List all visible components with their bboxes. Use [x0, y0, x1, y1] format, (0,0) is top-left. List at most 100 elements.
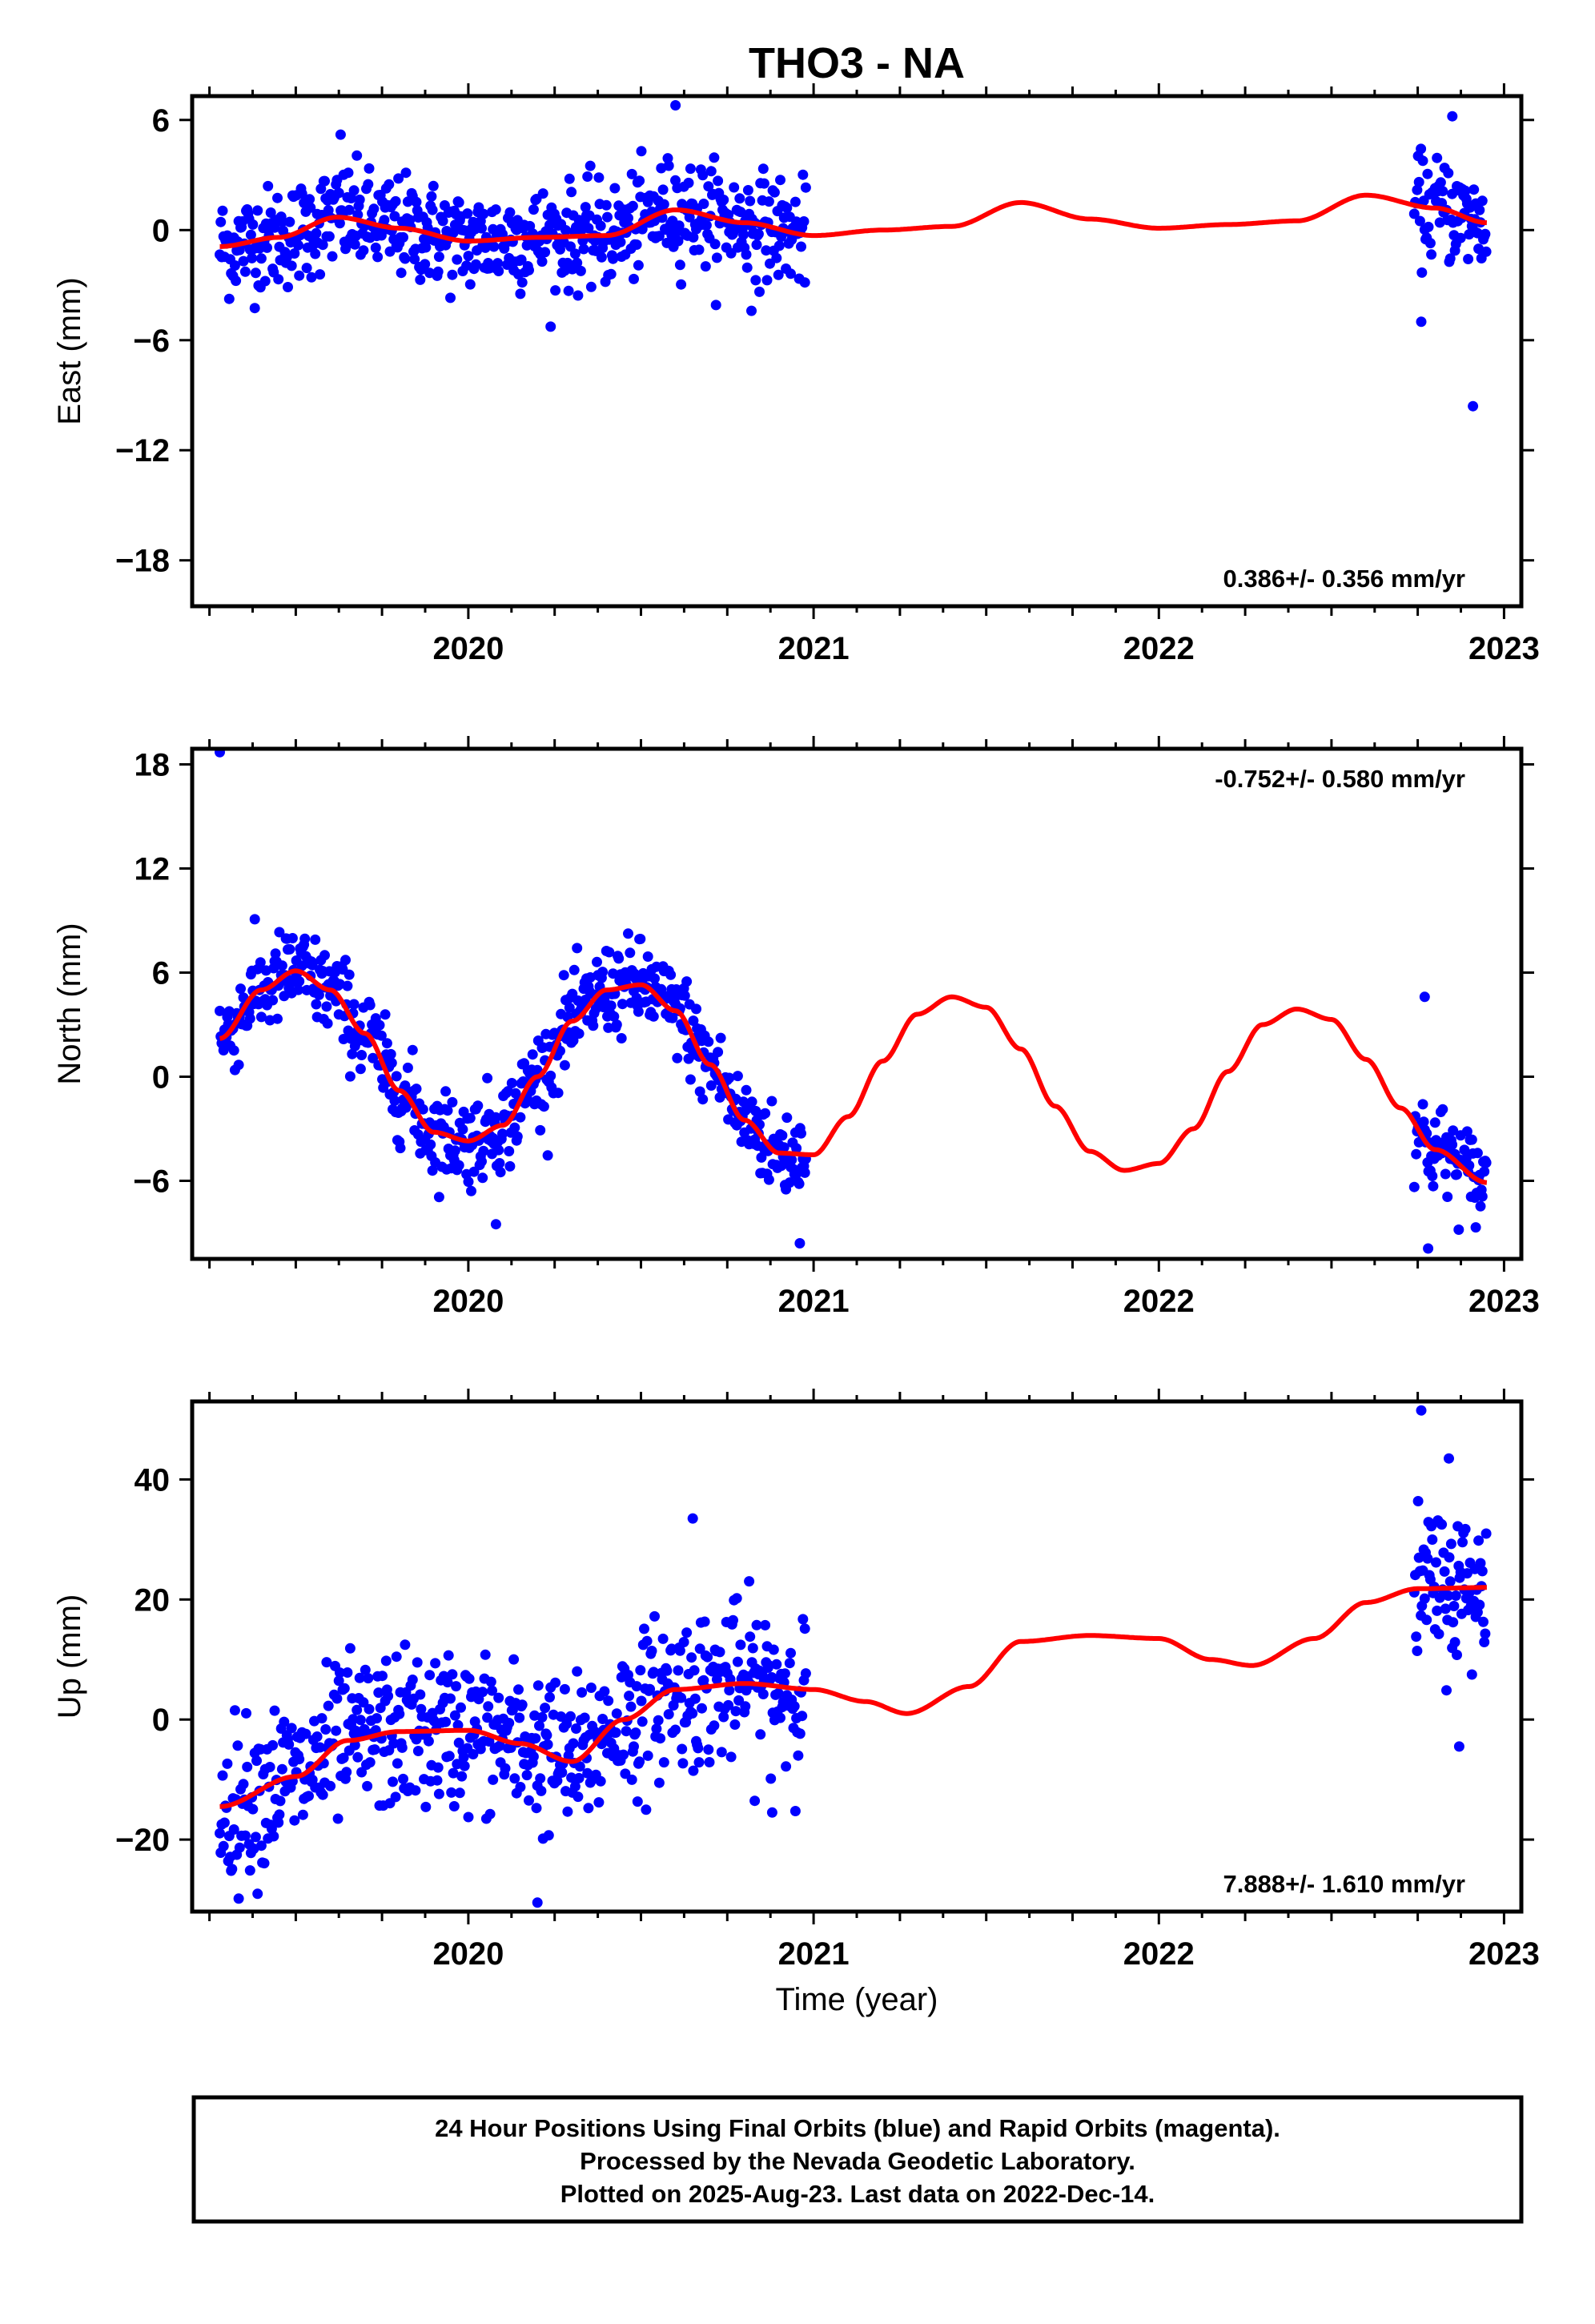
up-data-point — [565, 1711, 576, 1722]
up-data-point — [311, 1731, 323, 1742]
north-data-point — [597, 967, 609, 978]
up-data-point — [268, 1831, 279, 1842]
up-data-point — [412, 1657, 423, 1668]
up-rate-label: 7.888+/- 1.610 mm/yr — [1223, 1870, 1465, 1898]
footer-box: 24 Hour Positions Using Final Orbits (bl… — [191, 2095, 1524, 2224]
east-data-point — [464, 279, 476, 290]
east-data-point — [564, 173, 575, 184]
up-data-point — [1432, 1605, 1443, 1616]
up-data-point — [303, 1791, 314, 1802]
up-data-point — [631, 1681, 642, 1692]
east-data-point — [750, 275, 761, 286]
up-data-point — [639, 1623, 649, 1634]
up-data-point — [593, 1797, 605, 1808]
up-data-point — [730, 1706, 741, 1717]
east-data-point — [1468, 400, 1479, 412]
up-data-point — [630, 1727, 641, 1739]
north-data-point — [235, 983, 246, 995]
north-data-point — [340, 955, 351, 966]
up-data-point — [218, 1840, 229, 1852]
east-data-point — [516, 277, 528, 288]
north-data-point — [681, 976, 693, 987]
up-data-point — [528, 1751, 539, 1762]
east-data-point — [781, 203, 793, 214]
up-data-point — [451, 1681, 462, 1692]
east-data-point — [448, 227, 459, 239]
up-data-point — [364, 1757, 376, 1768]
up-data-point — [610, 1727, 621, 1738]
east-y-tick-label: 0 — [152, 213, 170, 248]
up-data-point — [653, 1715, 664, 1726]
east-data-point — [286, 260, 297, 271]
east-data-point — [710, 300, 721, 311]
north-data-point — [613, 953, 625, 964]
east-data-point — [575, 265, 586, 276]
east-data-point — [1468, 184, 1480, 195]
north-data-point — [763, 1174, 774, 1185]
north-data-point — [542, 1150, 553, 1161]
up-x-tick-label: 2020 — [432, 1936, 504, 1972]
east-data-point — [735, 207, 746, 218]
north-plot-frame — [190, 746, 1524, 1261]
up-data-point — [513, 1684, 524, 1695]
east-data-point — [1480, 228, 1491, 239]
up-data-point — [646, 1646, 657, 1656]
east-data-point — [344, 204, 355, 215]
up-data-point — [626, 1774, 637, 1785]
east-data-point — [379, 215, 390, 226]
north-data-point — [386, 1057, 397, 1068]
up-data-point — [400, 1639, 411, 1651]
up-data-point — [1433, 1628, 1444, 1639]
east-data-point — [428, 180, 439, 191]
up-data-point — [255, 1840, 267, 1852]
east-data-point — [504, 207, 516, 218]
up-data-point — [556, 1711, 567, 1722]
up-data-point — [1416, 1405, 1427, 1416]
east-data-point — [1443, 167, 1454, 179]
north-data-point — [477, 1172, 488, 1184]
up-data-point — [1450, 1590, 1461, 1601]
up-y-axis-label: Up (mm) — [52, 1594, 87, 1719]
north-data-point — [463, 1176, 474, 1188]
up-data-point — [388, 1776, 398, 1787]
up-data-point — [279, 1716, 290, 1727]
north-data-point — [1461, 1126, 1472, 1137]
north-data-point — [1408, 1181, 1420, 1192]
north-data-point — [472, 1100, 484, 1112]
up-data-point — [380, 1655, 392, 1667]
north-data-point — [791, 1143, 802, 1154]
north-data-point — [1427, 1171, 1438, 1181]
up-data-point — [373, 1687, 384, 1699]
east-y-tick-label: 6 — [152, 103, 170, 139]
east-data-point — [334, 218, 345, 229]
north-data-point — [1453, 1224, 1464, 1235]
north-data-point — [364, 999, 376, 1011]
east-data-point — [718, 195, 729, 205]
up-data-point — [585, 1683, 597, 1693]
up-data-point — [452, 1719, 464, 1731]
north-data-point — [656, 983, 667, 995]
up-data-point — [757, 1689, 769, 1699]
up-data-point — [583, 1803, 594, 1814]
footer-line-1: 24 Hour Positions Using Final Orbits (bl… — [435, 2114, 1280, 2142]
east-data-point — [583, 223, 594, 234]
north-data-point — [466, 1185, 476, 1196]
up-data-point — [597, 1714, 609, 1724]
east-data-point — [276, 216, 287, 227]
north-data-point — [478, 1145, 489, 1156]
north-data-point — [1466, 1134, 1477, 1145]
up-data-point — [440, 1716, 452, 1727]
up-data-point — [1460, 1523, 1471, 1534]
up-data-point — [1479, 1637, 1490, 1647]
up-data-point — [745, 1631, 756, 1642]
up-data-point — [624, 1691, 635, 1702]
up-data-point — [658, 1757, 669, 1768]
east-data-point — [580, 202, 591, 213]
east-data-point — [349, 239, 360, 250]
north-data-point — [1428, 1180, 1439, 1192]
east-data-point — [746, 305, 757, 316]
up-data-point — [785, 1647, 796, 1659]
east-data-point — [560, 225, 571, 235]
up-data-point — [344, 1642, 356, 1654]
up-data-point — [702, 1651, 713, 1663]
